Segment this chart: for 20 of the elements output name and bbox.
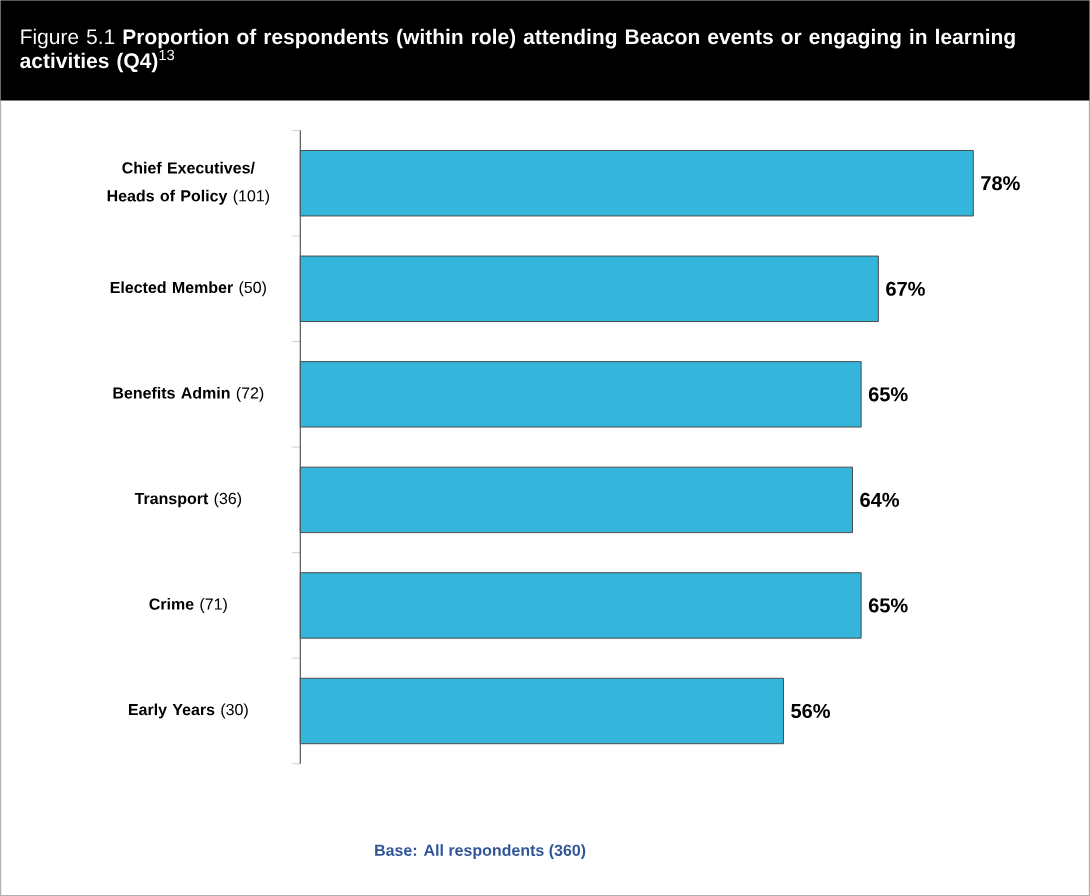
bar	[299, 149, 974, 217]
text: Base: All respondents (360)	[375, 844, 586, 860]
bar	[299, 255, 879, 322]
data-label: 65%	[868, 387, 908, 402]
bar	[299, 466, 853, 534]
y-tick-label: Benefits Admin (72)	[113, 386, 264, 402]
data-label: 65%	[868, 598, 908, 613]
data-label: 56%	[791, 703, 830, 718]
y-tick-label: Elected Member (50)	[110, 281, 266, 297]
y-tick-label: Transport (36)	[134, 492, 242, 508]
bar	[299, 572, 862, 639]
bar	[299, 361, 862, 428]
bar	[299, 677, 784, 745]
data-label: 78%	[981, 176, 1020, 191]
y-tick-label: Crime (71)	[149, 597, 227, 613]
y-tick-label: Early Years (30)	[128, 703, 248, 719]
data-label: 67%	[886, 281, 925, 296]
y-tick-label: Chief Executives/ Heads of Policy (101)	[107, 161, 270, 205]
chart-title: Figure 5.1 Proportion of respondents (within role) attending Beacon events or engaging in learning activities (Q4)$^{13}$	[20, 28, 1015, 73]
data-label: 64%	[860, 492, 900, 507]
